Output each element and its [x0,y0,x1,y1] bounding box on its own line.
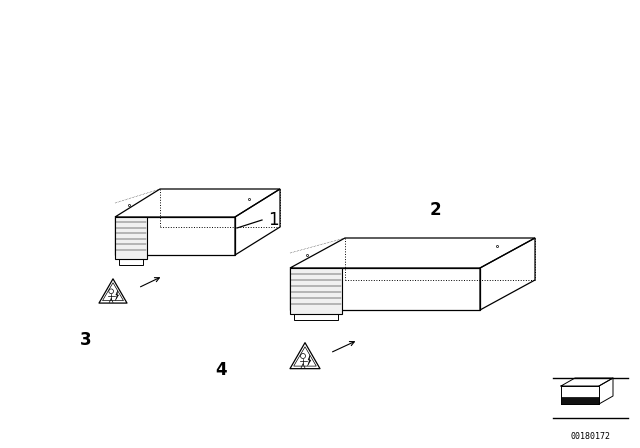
Polygon shape [561,397,599,404]
Text: 00180172: 00180172 [570,432,611,441]
Polygon shape [115,217,147,259]
Polygon shape [307,355,311,366]
Text: 2: 2 [430,201,442,219]
Text: 1: 1 [268,211,278,229]
Text: 4: 4 [215,361,227,379]
Polygon shape [290,268,342,314]
Polygon shape [115,290,118,301]
Text: 3: 3 [80,331,92,349]
